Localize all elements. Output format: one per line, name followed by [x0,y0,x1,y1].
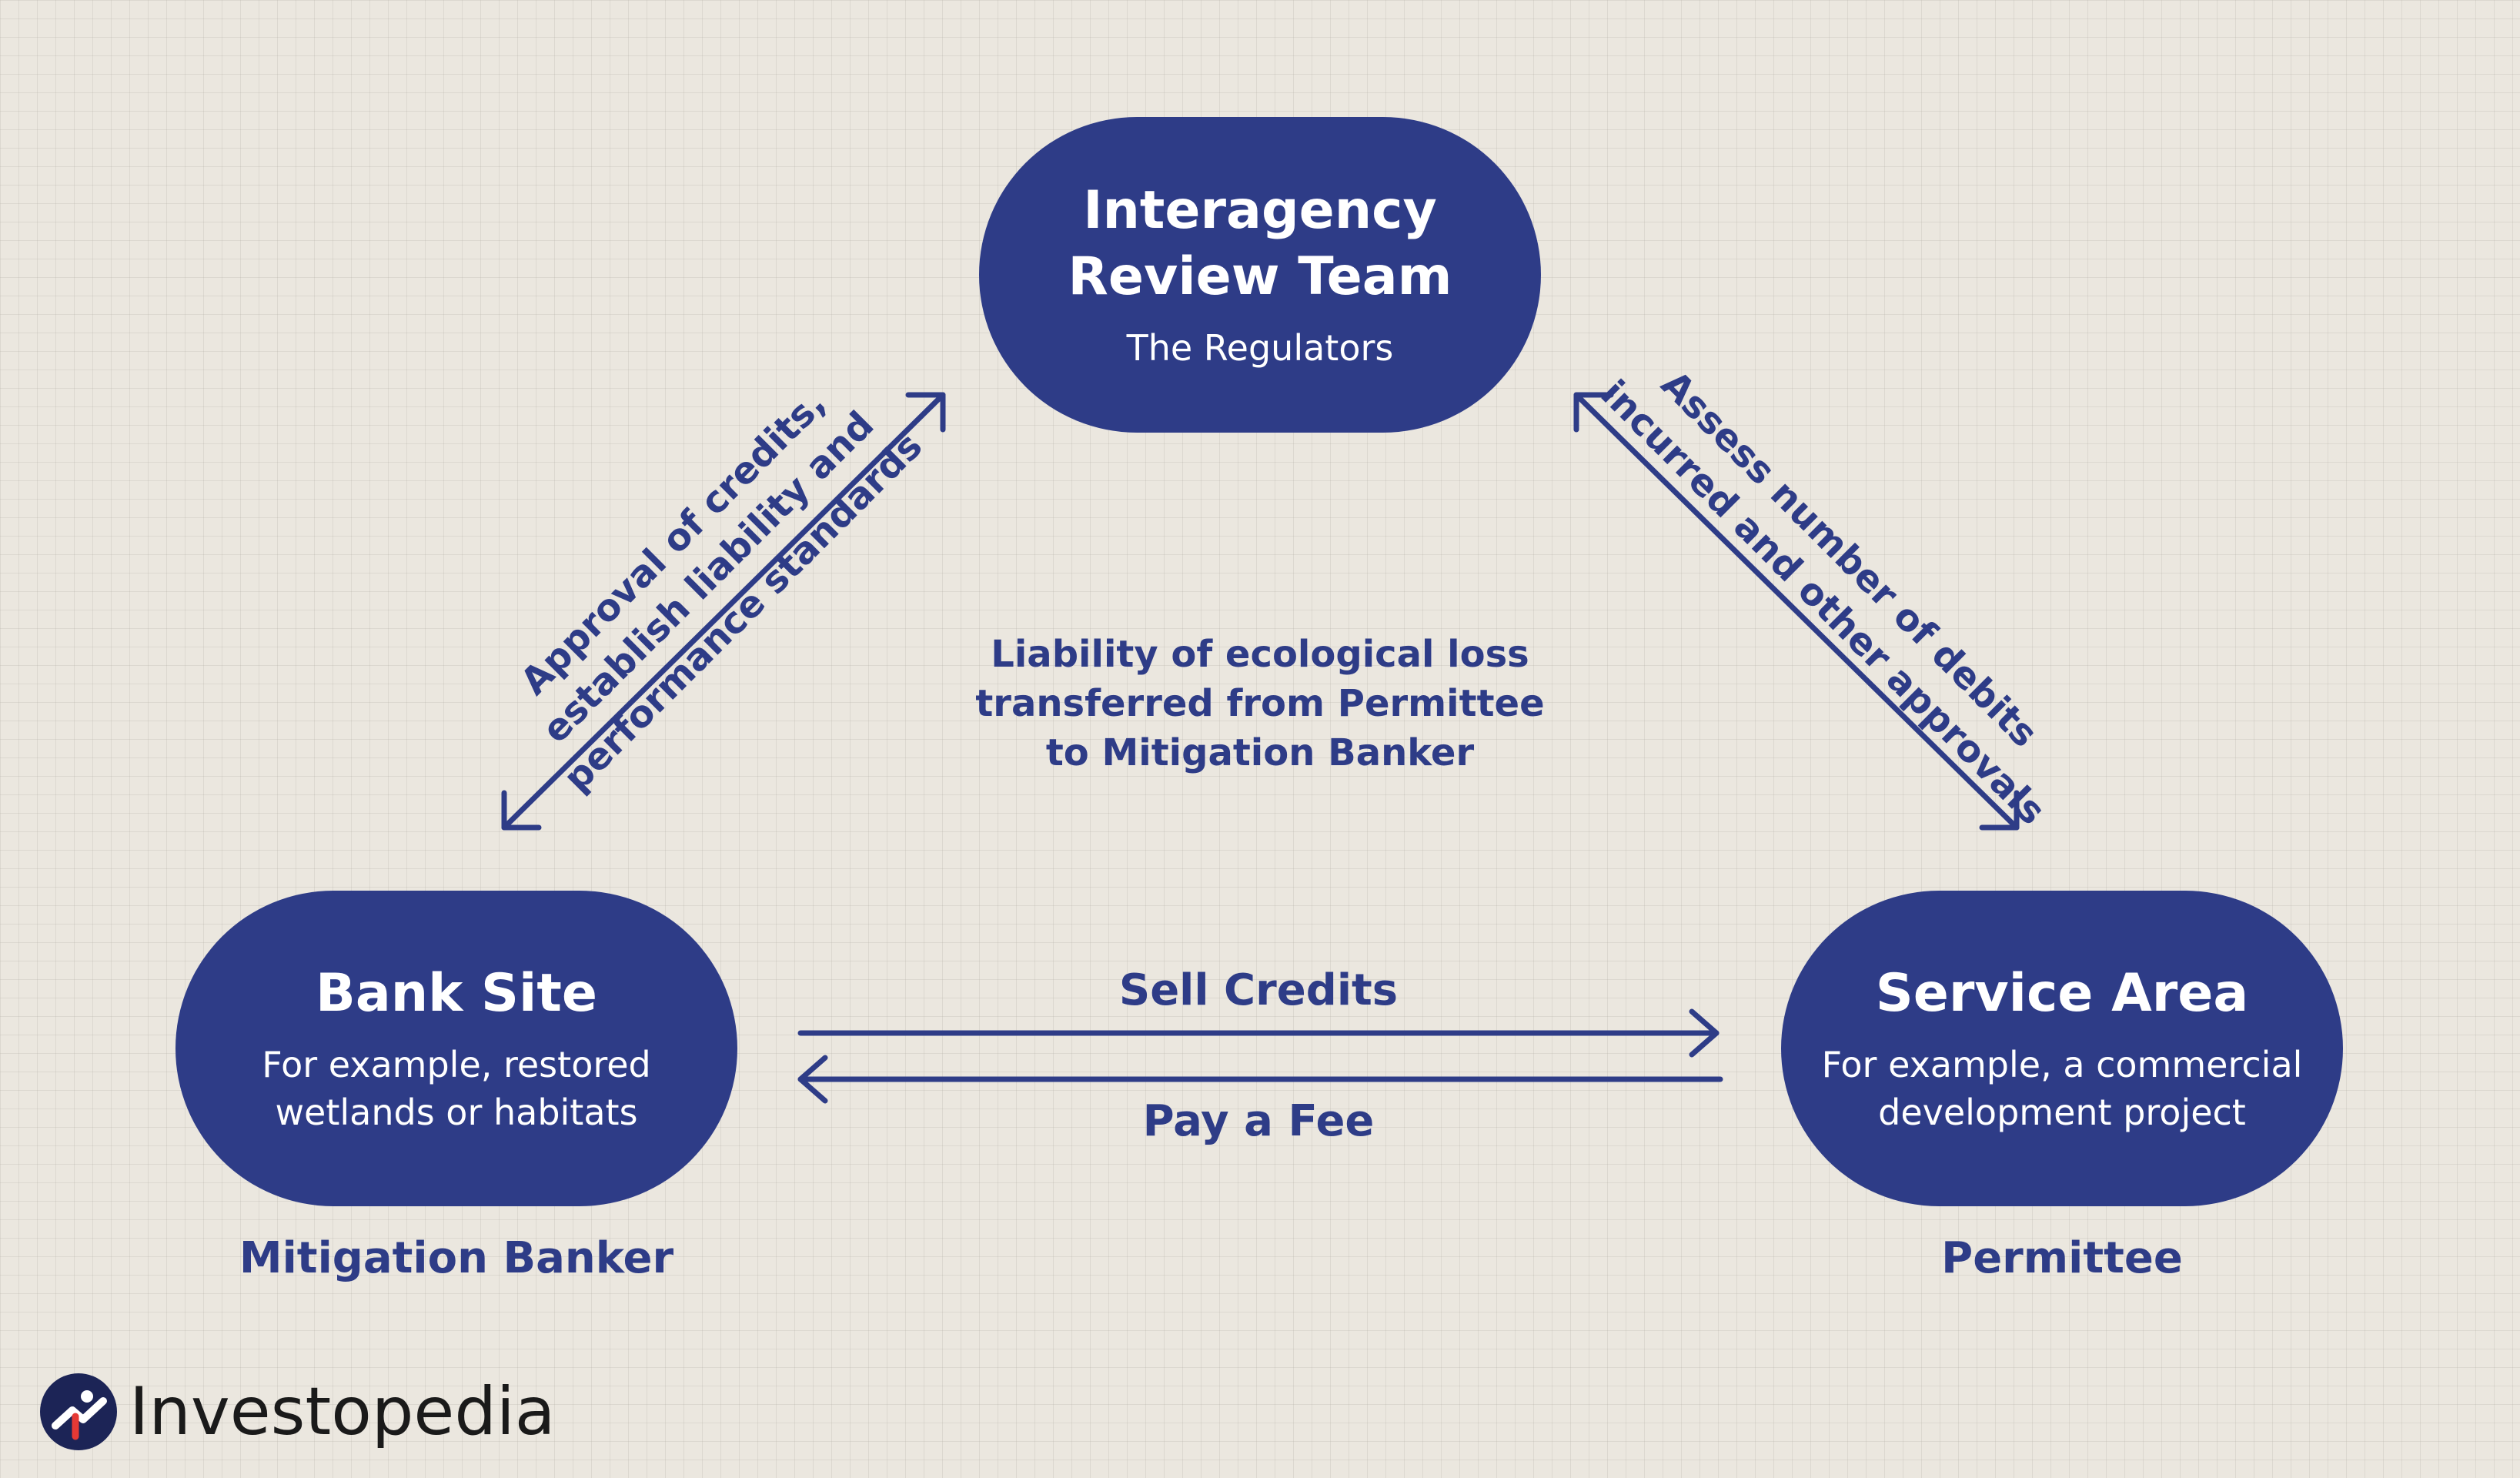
node-subtitle-line: For example, restored [262,1044,651,1085]
pay-fee-label: Pay a Fee [1142,1096,1375,1146]
mitigation-banker-label: Mitigation Banker [239,1233,674,1283]
node-subtitle: For example, restored wetlands or habita… [262,1041,650,1136]
node-subtitle-line: For example, a commercial [1821,1044,2303,1085]
node-subtitle: For example, a commercial development pr… [1822,1041,2303,1136]
node-title: Bank Site [316,961,597,1027]
liability-transfer-note: Liability of ecological loss transferred… [952,630,1568,777]
node-title-line: Interagency [1083,180,1437,241]
liability-note-line: to Mitigation Banker [1045,731,1475,774]
sell-credits-label: Sell Credits [1118,965,1399,1015]
node-subtitle-line: wetlands or habitats [275,1092,638,1133]
liability-note-line: transferred from Permittee [975,682,1545,725]
pay-fee-arrow [797,1055,1723,1104]
node-title-line: Service Area [1875,963,2249,1024]
liability-note-line: Liability of ecological loss [991,633,1529,676]
node-subtitle: The Regulators [1127,324,1394,372]
sell-credits-arrow [797,1008,1720,1058]
investopedia-logo: Investopedia [38,1372,556,1452]
service-area-node: Service Area For example, a commercial d… [1781,891,2343,1206]
node-title-line: Review Team [1068,246,1452,307]
permittee-label: Permittee [1941,1233,2183,1283]
node-subtitle-line: The Regulators [1126,327,1394,369]
interagency-review-team-node: Interagency Review Team The Regulators [979,117,1541,433]
node-title: Interagency Review Team [1068,178,1452,310]
left-diagonal-arrow [501,392,946,831]
bank-site-node: Bank Site For example, restored wetlands… [175,891,737,1206]
investopedia-logo-icon [40,1373,117,1450]
node-subtitle-line: development project [1878,1092,2246,1133]
node-title: Service Area [1876,961,2249,1027]
right-diagonal-arrow [1573,392,2020,831]
brand-name: Investopedia [129,1373,556,1450]
node-title-line: Bank Site [316,963,597,1024]
